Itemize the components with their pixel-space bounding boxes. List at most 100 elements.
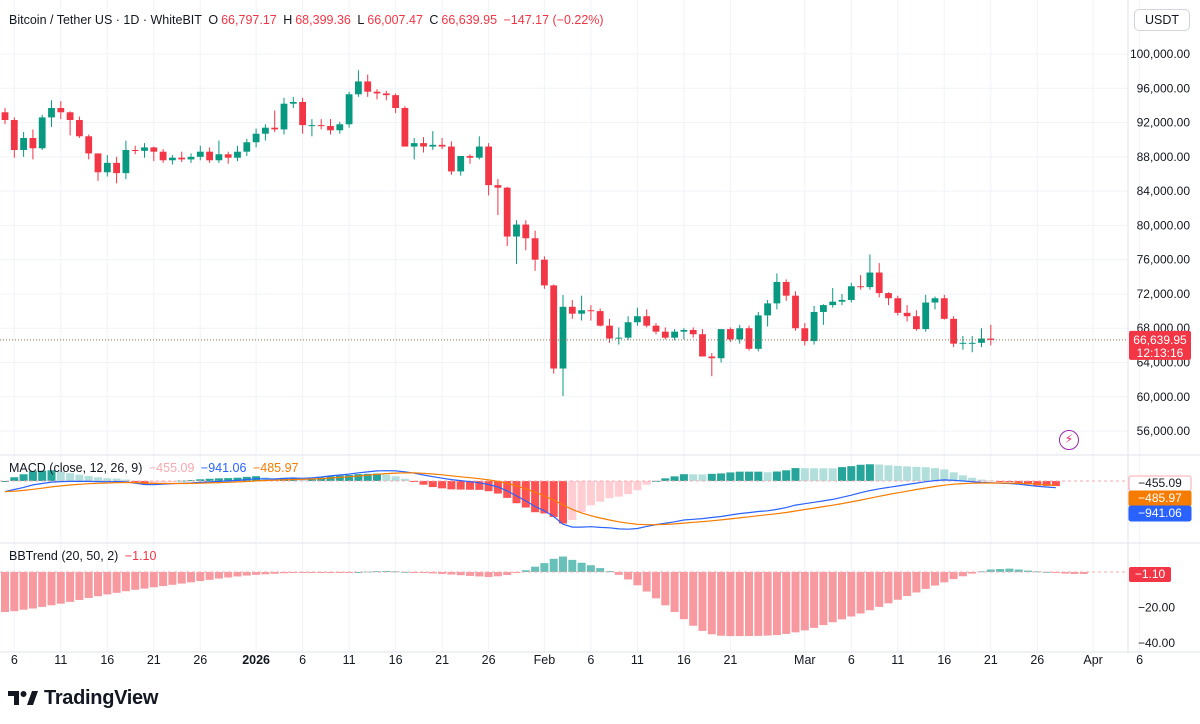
bbtrend-bar (698, 572, 707, 631)
bbtrend-bar (475, 572, 484, 577)
bbtrend-bar (438, 572, 447, 574)
macd-histogram-bar (84, 476, 93, 481)
bbtrend-bar (168, 572, 177, 585)
macd-histogram-bar (512, 481, 521, 504)
candle-body (252, 133, 260, 143)
price-tick-label: 92,000.00 (1137, 116, 1191, 130)
bbtrend-bar (605, 571, 614, 573)
candle-body (885, 293, 892, 299)
bbtrend-bar (1, 572, 9, 613)
candle-body (782, 281, 790, 296)
macd-histogram-bar (884, 465, 893, 481)
macd-histogram-bar (447, 481, 456, 490)
bbtrend-bar (754, 572, 763, 636)
date-tick-label: Feb (534, 653, 556, 667)
bbtrend-bar (996, 568, 1005, 572)
candle-body (48, 107, 55, 118)
candle-body (410, 143, 418, 147)
macd-label[interactable]: MACD (close, 12, 26, 9) (9, 461, 143, 475)
bbtrend-bar (921, 572, 930, 589)
bbtrend-bar (893, 572, 902, 600)
bbtrend-bar (745, 572, 753, 637)
signal-line (4, 472, 1056, 526)
bbtrend-bar (875, 572, 884, 607)
bbtrend-bar (763, 572, 772, 636)
candle-body (336, 124, 344, 131)
bbtrend-bar (624, 572, 633, 580)
macd-histogram-bar (791, 468, 800, 481)
candle-body (466, 155, 474, 158)
bbtrend-bar (205, 572, 214, 580)
macd-histogram-bar (1051, 481, 1060, 487)
candle-body (29, 137, 37, 149)
candle-body (10, 119, 18, 150)
price-axis[interactable]: 56,000.0060,000.0064,000.0068,000.0072,0… (1130, 47, 1190, 650)
bbtrend-tick-label: −40.00 (1138, 636, 1175, 650)
candle-body (699, 334, 706, 357)
candle-body (234, 151, 241, 158)
candle-body (178, 157, 186, 160)
bbtrend-bar (884, 572, 893, 604)
bbtrend-bar (596, 568, 605, 572)
bbtrend-bar (233, 572, 242, 577)
date-tick-label: 6 (1136, 653, 1143, 667)
macd-histogram-bar (484, 481, 493, 492)
macd-histogram-bar (382, 474, 391, 481)
macd-histogram-bar (1014, 481, 1023, 483)
bbtrend-bar (735, 572, 744, 637)
candle-body (978, 338, 985, 343)
bbtrend-bar (242, 572, 251, 576)
candle-body (76, 119, 83, 137)
date-tick-label: Apr (1083, 653, 1102, 667)
candle-body (531, 238, 539, 260)
macd-histogram-bar (586, 481, 595, 506)
bbtrend-bar (614, 572, 623, 575)
time-axis[interactable]: 6 11 16 21 26 2026 6 11 16 21 26 Feb 6 11 16 21 Mar 6 11 16… (11, 653, 1143, 667)
candle-body (754, 315, 762, 349)
bbtrend-bar (838, 572, 846, 620)
bbtrend-bar (10, 572, 19, 612)
macd-histogram-bar (94, 477, 102, 481)
bbtrend-bar (382, 570, 391, 572)
candle-body (113, 162, 120, 174)
date-tick-label: 11 (891, 653, 904, 667)
bbtrend-bar (1070, 572, 1079, 574)
macd-histogram-bar (345, 475, 354, 481)
macd-histogram-bar (242, 476, 251, 481)
bbtrend-bar (1024, 570, 1032, 572)
macd-histogram-bar (549, 481, 558, 517)
macd-histogram-bar (782, 470, 791, 481)
candle-body (745, 328, 753, 349)
price-tick-label: 88,000.00 (1137, 150, 1191, 164)
macd-histogram-bar (707, 473, 716, 481)
candle-body (280, 103, 288, 130)
candle-body (103, 162, 111, 173)
candle-body (736, 328, 744, 340)
grid (0, 0, 1200, 653)
macd-histogram-bar (875, 464, 884, 481)
candle-body (196, 151, 204, 157)
currency-button[interactable]: USDT (1134, 9, 1190, 31)
lightning-icon[interactable]: ⚡ (1059, 430, 1079, 450)
candle-body (169, 157, 176, 161)
candle-body (829, 301, 837, 306)
bbtrend-label[interactable]: BBTrend (20, 50, 2) (9, 549, 119, 563)
symbol-title[interactable]: Bitcoin / Tether US · 1D · WhiteBIT (9, 13, 202, 27)
macd-histogram-bar (354, 474, 363, 481)
low-value: 66,007.47 (367, 13, 423, 27)
bbtrend-value-tag-text: −1.10 (1135, 567, 1166, 581)
candle-body (624, 322, 632, 338)
candle-body (875, 272, 883, 294)
bbtrend-bar (847, 572, 856, 617)
macd-histogram-bar (475, 481, 484, 490)
bbtrend-bar (512, 572, 521, 574)
candle-body (131, 149, 139, 151)
macd-histogram-bar (363, 473, 372, 481)
macd-histogram-bar (726, 472, 735, 481)
tradingview-brand[interactable]: TradingView (8, 686, 158, 710)
macd-histogram-bar (819, 468, 828, 481)
candle-body (727, 329, 734, 340)
macd-histogram-bar (428, 481, 437, 488)
date-tick-label: 21 (723, 653, 737, 667)
